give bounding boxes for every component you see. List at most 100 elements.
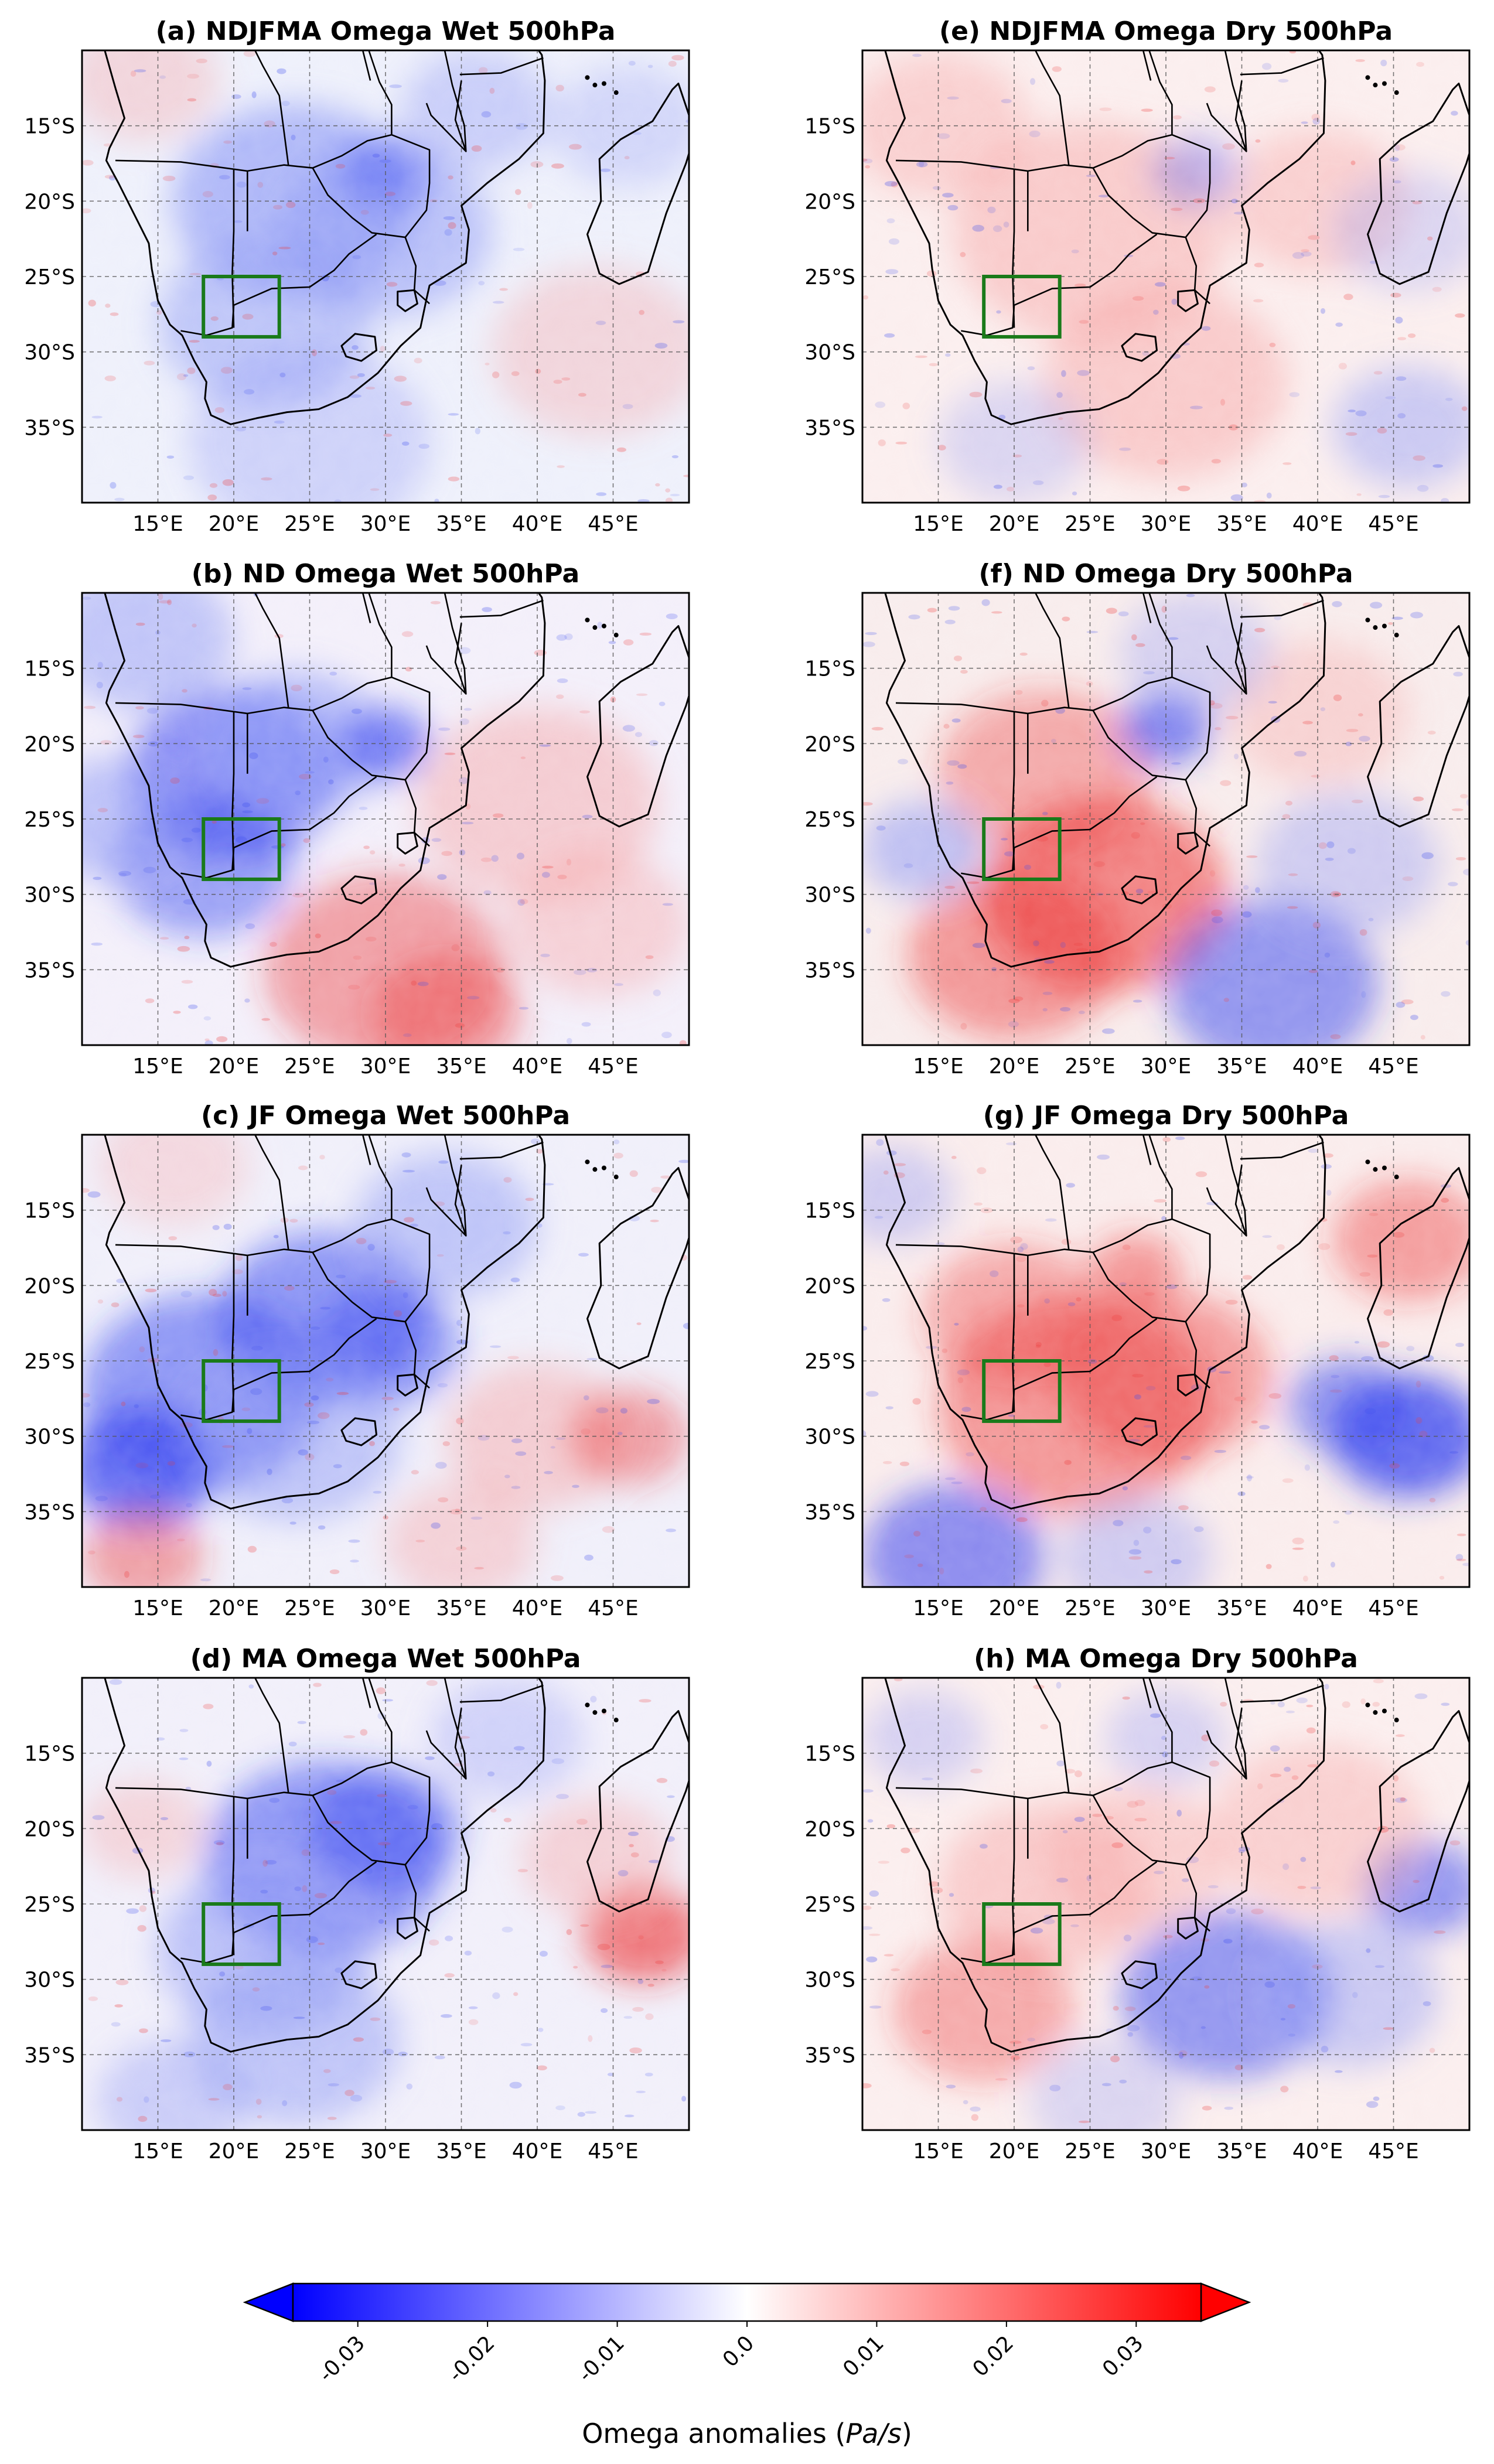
lon-tick-label: 30°E [360,1596,411,1620]
comoros-island [613,90,619,95]
comoros-island [1382,623,1387,629]
lesotho-border [1121,1960,1158,1989]
country-border [404,1864,417,1918]
colorbar-tick-label: -0.01 [574,2331,629,2387]
coastlines-borders [884,593,1469,968]
lat-tick-label: 20°S [804,1817,855,1841]
country-border [361,1678,371,1708]
country-border [1142,593,1152,623]
lat-tick-label: 25°S [24,265,75,289]
country-border [1148,1678,1173,1763]
country-border [361,1135,371,1165]
lon-tick-label: 15°E [913,2139,964,2163]
lon-tick-label: 35°E [436,1054,487,1079]
lon-tick-label: 15°E [132,2139,183,2163]
panel-title: (b) ND Omega Wet 500hPa [192,559,579,589]
lon-tick-label: 30°E [360,512,411,536]
lon-tick-label: 40°E [1292,512,1343,536]
country-border [1240,57,1324,76]
comoros-island [601,1165,606,1170]
country-border [459,1141,544,1160]
lat-tick-label: 35°S [804,2043,855,2067]
country-border [1142,1678,1152,1708]
lon-tick-label: 25°E [284,1596,335,1620]
study-region-box [982,1359,1062,1423]
graticule [862,50,1469,503]
colorbar-label: Omega anomalies (Pa/s) [582,2418,912,2449]
lon-tick-label: 35°E [1216,1054,1267,1079]
lon-tick-label: 30°E [1141,512,1192,536]
lon-tick-label: 40°E [512,512,563,536]
lat-tick-label: 30°S [24,1968,75,1992]
country-border [1035,50,1070,165]
map-frame [861,1134,1471,1588]
lon-tick-label: 45°E [588,1596,639,1620]
lon-tick-label: 35°E [436,1596,487,1620]
comoros-island [1365,1702,1370,1708]
lon-tick-label: 25°E [284,1054,335,1079]
lat-tick-label: 30°S [24,1425,75,1449]
map-frame [861,49,1471,504]
country-border [231,712,235,871]
country-border [180,1318,377,1421]
graticule [82,1135,689,1587]
country-border [1234,80,1247,152]
comoros-island [1394,1175,1399,1180]
madagascar-coastline [1367,1167,1469,1370]
lon-tick-label: 45°E [588,512,639,536]
study-region-box [202,817,281,881]
lat-tick-label: 30°S [24,883,75,907]
country-border [312,168,405,238]
lat-tick-label: 35°S [804,1500,855,1524]
country-border [1035,593,1070,708]
lon-tick-label: 35°E [1216,1596,1267,1620]
comoros-island [1394,90,1399,95]
lon-tick-label: 30°E [1141,1596,1192,1620]
lat-tick-label: 35°S [24,2043,75,2067]
eswatini-border [397,1373,418,1397]
omega-anomaly-field [862,593,1469,1045]
lat-tick-label: 35°S [24,416,75,440]
lesotho-border [340,875,377,905]
graticule [862,593,1469,1045]
lon-tick-label: 25°E [1065,512,1116,536]
map-panel-e: (e) NDJFMA Omega Dry 500hPa 15°E 20°E 25°E 3… [804,16,1471,536]
coastlines-borders [104,593,689,968]
lon-tick-label: 20°E [209,1596,260,1620]
coastlines-borders [884,1135,1469,1510]
lat-tick-label: 25°S [804,1350,855,1374]
panel-title: (c) JF Omega Wet 500hPa [201,1101,570,1131]
lat-tick-label: 15°S [24,115,75,139]
africa-coastline [884,593,1326,968]
lon-tick-label: 20°E [209,1054,260,1079]
lon-tick-label: 40°E [512,1596,563,1620]
lesotho-border [1121,875,1158,905]
country-border [1206,593,1247,695]
omega-anomaly-field [82,1135,689,1587]
colorbar-min-extend [243,2282,294,2322]
lat-tick-label: 25°S [804,1893,855,1917]
comoros-island [613,1175,619,1180]
eswatini-border [1177,1916,1199,1940]
colorbar-max-extend [1200,2282,1251,2322]
country-border [1148,1135,1173,1220]
comoros-island [613,633,619,638]
lat-tick-label: 35°S [24,1500,75,1524]
lat-tick-label: 20°S [24,1817,75,1841]
country-border [1092,1252,1186,1323]
lon-tick-label: 15°E [132,1054,183,1079]
colorbar: -0.03 -0.02 -0.01 0.0 0.01 0.02 0.03 Omega anom… [243,2282,1251,2449]
country-border [1185,237,1198,291]
lon-tick-label: 20°E [989,512,1040,536]
country-border [361,50,371,81]
madagascar-coastline [1367,83,1469,285]
lon-tick-label: 45°E [1368,1054,1419,1079]
country-border [1092,1795,1186,1866]
lon-tick-label: 15°E [132,512,183,536]
lon-tick-label: 35°E [436,2139,487,2163]
map-panel-f: (f) ND Omega Dry 500hPa 15°E 20°E 25°E 30°E 3… [804,559,1471,1079]
country-border [368,1678,393,1763]
country-border [404,1321,417,1375]
lon-tick-label: 20°E [209,2139,260,2163]
country-border [459,57,544,76]
